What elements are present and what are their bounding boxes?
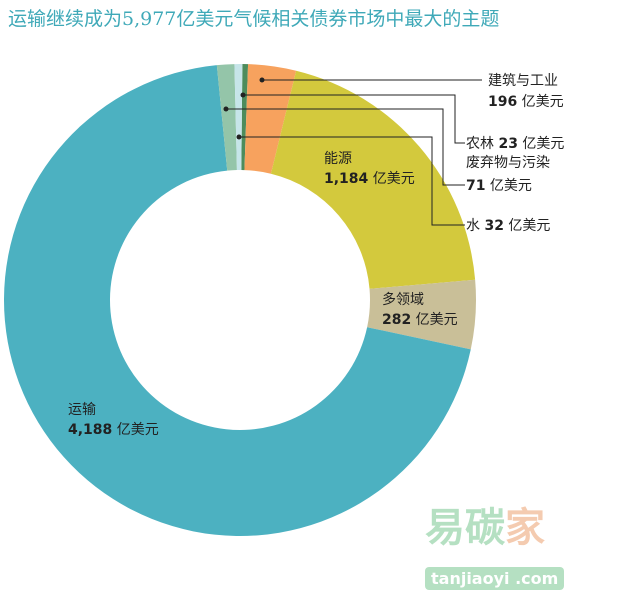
leader-dot [240,92,246,98]
slice-label: 运输 [68,402,96,418]
slice-4 [3,65,471,537]
slice-5 [216,64,237,171]
chart-title: 运输继续成为5,977亿美元气候相关债券市场中最大的主题 [8,8,500,30]
slice-value: 196 亿美元 [488,94,564,110]
leader-line [226,108,465,186]
leader-dot [236,134,242,140]
slice-value: 282 亿美元 [382,312,458,328]
slice-label: 废弃物与污染 [466,155,550,171]
slice-1 [244,64,297,174]
slice-3 [367,279,476,350]
slice-value: 1,184 亿美元 [324,171,415,187]
slice-label: 农林 23 亿美元 [466,136,564,152]
leader-line [239,136,465,226]
slice-label: 水 32 亿美元 [466,218,550,234]
slice-6 [234,63,243,171]
leader-line [243,94,465,144]
leader-dot [223,106,229,112]
slice-2 [270,70,476,289]
slice-value: 71 亿美元 [466,178,532,194]
slice-label: 建筑与工业 [488,73,558,89]
leader-dot [259,77,265,83]
slice-value: 4,188 亿美元 [68,422,159,438]
slice-0 [241,64,249,171]
watermark-logo: 易碳家 tanjiaoyi .com [425,495,640,599]
slice-label: 多领域 [382,291,424,308]
slice-label: 能源 [324,151,352,167]
